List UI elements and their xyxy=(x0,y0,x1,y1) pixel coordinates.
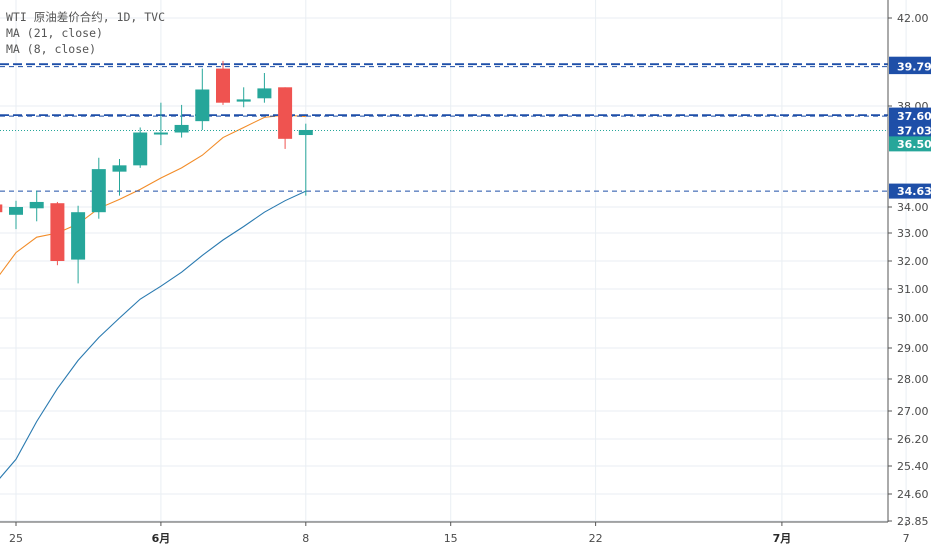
y-tick-label: 31.00 xyxy=(897,283,929,296)
symbol-title[interactable]: WTI 原油差价合约, 1D, TVC xyxy=(6,10,166,24)
level-label-bg xyxy=(889,59,931,75)
candle-body xyxy=(9,207,23,215)
y-tick-label: 26.20 xyxy=(897,433,929,446)
y-tick-label: 30.00 xyxy=(897,312,929,325)
ma21-line xyxy=(0,190,307,479)
price-line-label: 37.03 xyxy=(897,124,932,137)
price-line-label-bg xyxy=(889,122,931,138)
current-price-label-bg xyxy=(889,136,931,152)
y-tick-label: 23.85 xyxy=(897,515,929,528)
candle-body xyxy=(236,99,251,102)
ma8-legend[interactable]: MA (8, close) xyxy=(6,42,97,56)
candle-body xyxy=(91,169,106,213)
candle-body xyxy=(133,132,148,166)
x-tick-label: 15 xyxy=(444,532,458,545)
y-tick-label: 24.60 xyxy=(897,488,929,501)
candle-body xyxy=(50,203,65,261)
x-tick-label: 7 xyxy=(903,532,910,545)
candle-body xyxy=(216,68,230,103)
candle-body xyxy=(0,204,3,213)
y-tick-label: 42.00 xyxy=(897,12,929,25)
chart-grid xyxy=(0,0,907,522)
level-label-bg xyxy=(889,183,931,199)
y-tick-label: 33.00 xyxy=(897,227,929,240)
candle-body xyxy=(257,88,272,99)
horizontal-levels[interactable] xyxy=(0,63,888,192)
level-label: 37.60 xyxy=(897,110,932,123)
moving-average-lines xyxy=(0,114,307,479)
candlestick-series xyxy=(0,60,313,284)
y-tick-label: 28.00 xyxy=(897,373,929,386)
candle-body xyxy=(112,165,127,172)
y-tick-label: 32.00 xyxy=(897,255,929,268)
candle-body xyxy=(278,87,293,139)
level-label: 39.79 xyxy=(897,61,932,74)
chart-legend: WTI 原油差价合约, 1D, TVC MA (21, close) MA (8… xyxy=(6,9,165,57)
x-tick-label: 7月 xyxy=(773,532,792,545)
candle-body xyxy=(195,89,210,122)
x-tick-label: 22 xyxy=(589,532,603,545)
candle-body xyxy=(71,212,86,260)
y-tick-label: 27.00 xyxy=(897,405,929,418)
y-tick-label: 29.00 xyxy=(897,342,929,355)
level-label: 34.63 xyxy=(897,185,932,198)
ma21-legend[interactable]: MA (21, close) xyxy=(6,26,103,40)
ma8-line xyxy=(0,114,306,276)
candle-body xyxy=(298,129,313,136)
y-tick-label: 25.40 xyxy=(897,460,929,473)
candle-body xyxy=(174,124,189,133)
current-price-label: 36.50 xyxy=(897,138,932,151)
x-tick-label: 8 xyxy=(302,532,309,545)
x-tick-label: 25 xyxy=(9,532,23,545)
candle-body xyxy=(153,132,168,135)
candle-body xyxy=(29,201,44,209)
y-tick-label: 34.00 xyxy=(897,201,929,214)
x-tick-label: 6月 xyxy=(152,532,171,545)
level-label-bg xyxy=(889,108,931,124)
